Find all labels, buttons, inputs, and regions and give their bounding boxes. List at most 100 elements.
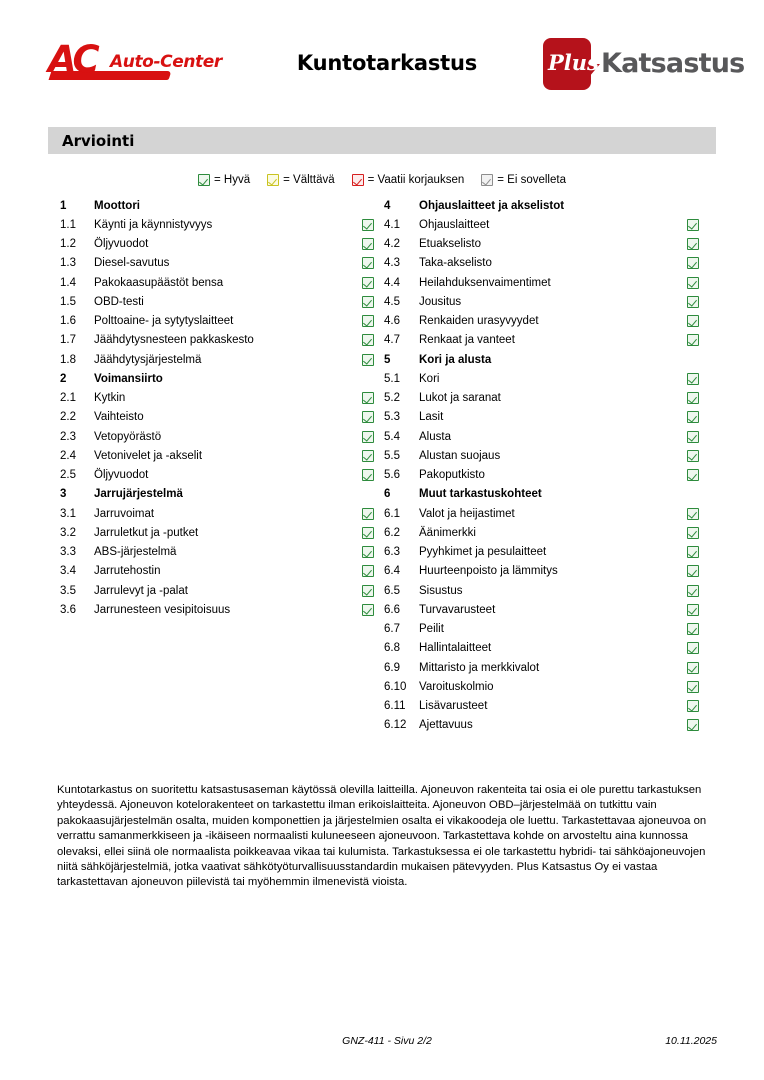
item-label-right: Alustan suojaus	[419, 449, 501, 462]
item-label-left: Kytkin	[94, 392, 126, 405]
checkbox-green-icon[interactable]	[362, 449, 374, 462]
item-number-right: 5.2	[384, 392, 400, 405]
checkbox-green-icon[interactable]	[362, 469, 374, 482]
item-label-left: Jäähdytysnesteen pakkaskesto	[94, 334, 254, 347]
item-checkbox-right-cell	[687, 661, 704, 674]
checkbox-green-icon[interactable]	[687, 526, 699, 539]
item-number-left: 2.3	[60, 430, 76, 443]
checklist-row: 2.4 Vetonivelet ja -akselit 5.5 Alustan suo…	[60, 446, 704, 465]
checklist-row: 6.11 Lisävarusteet	[60, 697, 704, 716]
checkbox-green-icon[interactable]	[687, 411, 699, 424]
checkbox-green-icon[interactable]	[687, 546, 699, 559]
checkbox-green-icon[interactable]	[362, 353, 374, 366]
checkbox-green-icon[interactable]	[362, 507, 374, 520]
item-number-left: 1.3	[60, 257, 76, 270]
checkbox-green-icon[interactable]	[687, 719, 699, 732]
item-number-right: 4.1	[384, 218, 400, 231]
item-number-left: 2.4	[60, 449, 76, 462]
item-number-right: 6.7	[384, 623, 400, 636]
checkbox-green-icon[interactable]	[687, 276, 699, 289]
checkbox-green-icon[interactable]	[362, 238, 374, 251]
item-label-right: Ohjauslaitteet	[419, 218, 490, 231]
item-number-left: 1.6	[60, 315, 76, 328]
item-checkbox-left-cell	[362, 334, 384, 347]
auto-center-logo: AC Auto-Center	[48, 41, 248, 85]
checkbox-green-icon[interactable]	[687, 334, 699, 347]
item-label-left: Moottori	[94, 199, 140, 212]
checkbox-green-icon[interactable]	[687, 642, 699, 655]
checkbox-green-icon[interactable]	[687, 295, 699, 308]
item-checkbox-left-cell	[362, 430, 384, 443]
checkbox-green-icon[interactable]	[362, 565, 374, 578]
item-label-left: Jarrutehostin	[94, 565, 161, 578]
checkbox-green-icon[interactable]	[362, 392, 374, 405]
item-label-left: Diesel-savutus	[94, 257, 170, 270]
checkbox-green-icon[interactable]	[362, 218, 374, 231]
checkbox-green-icon[interactable]	[687, 623, 699, 636]
checkbox-green-icon[interactable]	[362, 257, 374, 270]
checkbox-green-icon[interactable]	[687, 603, 699, 616]
checkbox-green-icon[interactable]	[362, 411, 374, 424]
item-number-left: 1.7	[60, 334, 76, 347]
item-label-left: Jarruvoimat	[94, 507, 155, 520]
item-label-right: Varoituskolmio	[419, 680, 494, 693]
checkbox-green-icon[interactable]	[687, 507, 699, 520]
checkbox-green-icon[interactable]	[362, 584, 374, 597]
item-label-right: Lasit	[419, 411, 444, 424]
checkbox-green-icon[interactable]	[687, 661, 699, 674]
item-checkbox-right-cell	[687, 276, 704, 289]
item-checkbox-right-cell	[687, 680, 704, 693]
checklist-row: 2.1 Kytkin 5.2 Lukot ja saranat	[60, 389, 704, 408]
item-label-right: Lisävarusteet	[419, 700, 488, 713]
checkbox-green-icon[interactable]	[687, 565, 699, 578]
checkbox-green-icon[interactable]	[687, 372, 699, 385]
checklist-row: 2.2 Vaihteisto 5.3 Lasit	[60, 408, 704, 427]
checkbox-green-icon[interactable]	[362, 526, 374, 539]
item-checkbox-left-cell	[362, 315, 384, 328]
page-title: Kuntotarkastus	[296, 51, 478, 75]
item-checkbox-right-cell	[687, 392, 704, 405]
item-checkbox-right-cell	[687, 295, 704, 308]
checkbox-green-icon[interactable]	[687, 700, 699, 713]
checkbox-green-icon[interactable]	[687, 218, 699, 231]
checkbox-green-icon[interactable]	[687, 238, 699, 251]
checkbox-green-icon[interactable]	[687, 584, 699, 597]
checkbox-green-icon[interactable]	[687, 257, 699, 270]
checklist-row: 6.8 Hallintalaitteet	[60, 639, 704, 658]
checkbox-green-icon[interactable]	[687, 680, 699, 693]
checkbox-green-icon[interactable]	[687, 430, 699, 443]
item-checkbox-right-cell	[687, 218, 704, 231]
item-checkbox-left-cell	[362, 526, 384, 539]
item-checkbox-left-cell	[362, 546, 384, 559]
checklist-row: 1.4 Pakokaasupäästöt bensa 4.4 Heilahduksen…	[60, 273, 704, 292]
item-number-right: 5.3	[384, 411, 400, 424]
item-checkbox-left-cell	[362, 603, 384, 616]
disclaimer-text: Kuntotarkastus on suoritettu katsastusas…	[57, 784, 707, 889]
item-number-right: 4.7	[384, 334, 400, 347]
checkbox-green-icon[interactable]	[687, 469, 699, 482]
auto-center-mark: AC	[48, 38, 100, 81]
item-number-right: 6.5	[384, 584, 400, 597]
checkbox-green-icon[interactable]	[362, 276, 374, 289]
item-label-left: Jarrunesteen vesipitoisuus	[94, 603, 231, 616]
item-label-right: Kori	[419, 372, 440, 385]
item-checkbox-left-cell	[362, 584, 384, 597]
item-label-right: Renkaiden urasyvyydet	[419, 315, 539, 328]
checkbox-green-icon[interactable]	[362, 315, 374, 328]
checkbox-green-icon[interactable]	[362, 295, 374, 308]
legend-item-yellow: = Välttävä	[267, 173, 335, 187]
item-label-right: Alusta	[419, 430, 451, 443]
checkbox-green-icon[interactable]	[687, 315, 699, 328]
checkbox-green-icon[interactable]	[687, 392, 699, 405]
item-number-right: 6.3	[384, 546, 400, 559]
checkbox-green-icon	[198, 174, 211, 186]
item-label-left: Jarruletkut ja -putket	[94, 526, 199, 539]
checkbox-green-icon[interactable]	[362, 603, 374, 616]
checklist-row: 1.6 Polttoaine- ja sytytyslaitteet 4.6 Renk…	[60, 312, 704, 331]
checkbox-green-icon[interactable]	[362, 334, 374, 347]
item-label-left: Öljyvuodot	[94, 469, 149, 482]
checkbox-green-icon[interactable]	[362, 546, 374, 559]
checkbox-green-icon[interactable]	[687, 449, 699, 462]
checkbox-green-icon[interactable]	[362, 430, 374, 443]
